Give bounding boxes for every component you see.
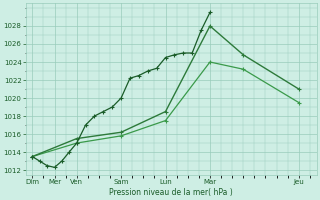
X-axis label: Pression niveau de la mer( hPa ): Pression niveau de la mer( hPa ) (109, 188, 233, 197)
